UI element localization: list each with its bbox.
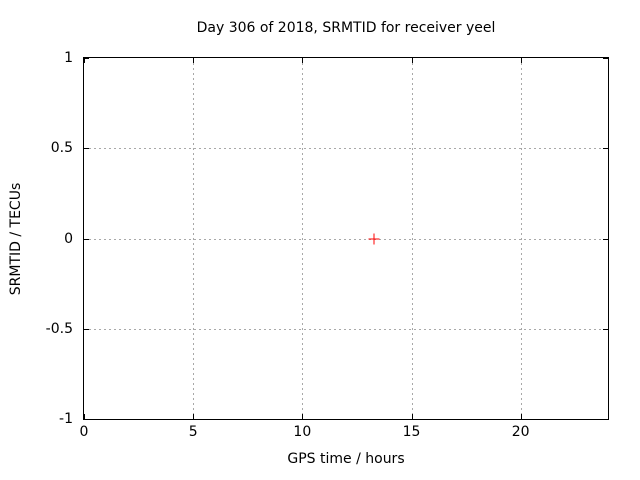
y-tick-label: -1 — [59, 411, 73, 427]
y-gridline — [84, 328, 608, 330]
y-tick-mark-mirror — [603, 328, 608, 330]
y-tick-mark — [84, 328, 89, 330]
chart-title: Day 306 of 2018, SRMTID for receiver yee… — [196, 20, 496, 36]
y-axis-label: SRMTID / TECUs — [8, 182, 24, 296]
y-tick-label: -0.5 — [45, 320, 73, 337]
plot-area: 0 5 10 15 20 -1 -0.5 0 0.5 1 — [46, 50, 609, 440]
x-tick-label: 15 — [402, 424, 421, 440]
x-axis-label: GPS time / hours — [287, 451, 405, 467]
y-tick-mark — [84, 58, 89, 59]
x-tick-mark — [302, 414, 304, 419]
x-tick-label: 0 — [79, 424, 89, 440]
y-tick-mark-mirror — [603, 238, 608, 240]
y-tick-label: 0 — [64, 230, 73, 247]
x-tick-mark-mirror — [520, 58, 522, 63]
y-gridline — [84, 148, 608, 150]
y-tick-mark-mirror — [603, 419, 608, 420]
x-tick-mark — [520, 414, 522, 419]
y-tick-mark-mirror — [603, 148, 608, 150]
y-gridline — [84, 238, 608, 240]
y-tick-mark — [84, 238, 89, 240]
x-tick-mark-mirror — [411, 58, 413, 63]
y-tick-label: 1 — [64, 50, 73, 66]
x-tick-mark-mirror — [302, 58, 304, 63]
x-tick-label: 5 — [188, 424, 198, 440]
y-tick-mark-mirror — [603, 58, 608, 59]
y-tick-label: 0.5 — [50, 140, 73, 157]
x-tick-label: 10 — [293, 424, 312, 440]
x-tick-mark — [411, 414, 413, 419]
x-tick-mark — [84, 414, 85, 419]
data-point-marker — [368, 233, 380, 244]
x-tick-mark — [193, 414, 195, 419]
y-tick-mark — [84, 419, 89, 420]
x-tick-mark-mirror — [84, 58, 85, 63]
x-tick-mark-mirror — [193, 58, 195, 63]
x-tick-label: 20 — [511, 424, 530, 440]
y-tick-mark — [84, 148, 89, 150]
